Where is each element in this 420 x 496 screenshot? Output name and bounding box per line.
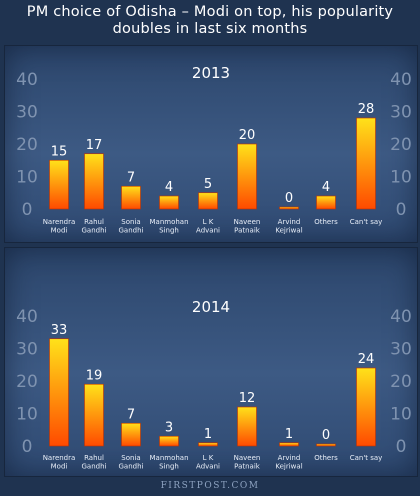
category-label-2013-4: L K Advani (196, 218, 220, 235)
bar-2013-2 (121, 185, 141, 210)
bar-2013-0 (49, 159, 69, 210)
bar-2013-7 (316, 195, 336, 210)
bar-2014-2 (121, 422, 141, 447)
value-label-2014-0: 33 (51, 323, 68, 338)
y-tick-label-left-2014-3: 30 (16, 340, 38, 360)
y-tick-label-right-2014-3: 30 (390, 340, 412, 360)
page-title-line-1: PM choice of Odisha – Modi on top, his p… (26, 4, 394, 20)
chart-title-2013: 2013 (191, 64, 231, 82)
y-tick-label-left-2013-0: 0 (22, 200, 33, 220)
y-tick-label-right-2014-4: 40 (390, 307, 412, 327)
category-label-2013-0: Narendra Modi (43, 218, 76, 235)
y-tick-label-right-2014-1: 10 (390, 405, 412, 425)
y-tick-label-left-2013-1: 10 (16, 168, 38, 188)
value-label-2013-6: 0 (285, 191, 293, 206)
bar-2013-1 (84, 153, 104, 210)
value-label-2014-2: 7 (127, 407, 135, 422)
bar-2013-4 (198, 192, 218, 210)
category-label-2014-6: Arvind Kejriwal (275, 454, 302, 471)
bar-2014-6 (279, 442, 299, 447)
chart-title-2014: 2014 (191, 298, 231, 316)
category-label-2014-5: Naveen Patnaik (234, 454, 261, 471)
category-label-2014-1: Rahul Gandhi (82, 454, 107, 471)
y-tick-label-left-2013-3: 30 (16, 103, 38, 123)
category-label-2014-3: Manmohan Singh (149, 454, 188, 471)
bar-2013-6 (279, 206, 299, 210)
footer-credit: FIRSTPOST.COM (160, 481, 260, 491)
value-label-2013-1: 17 (86, 138, 103, 153)
value-label-2013-3: 4 (165, 180, 173, 195)
y-tick-label-right-2013-1: 10 (390, 168, 412, 188)
page-title: PM choice of Odisha – Modi on top, his p… (0, 4, 420, 38)
y-tick-label-right-2013-0: 0 (396, 200, 407, 220)
value-label-2013-7: 4 (322, 180, 330, 195)
y-tick-label-right-2014-2: 20 (390, 372, 412, 392)
bar-2014-8 (356, 367, 376, 447)
chart-panel-2014: 2014 0 0 10 10 20 20 30 30 40 40 33 Narendra Modi 19 R… (4, 247, 418, 477)
value-label-2014-6: 1 (285, 427, 293, 442)
category-label-2013-8: Can't say (350, 218, 383, 226)
bar-2013-3 (159, 195, 179, 210)
y-tick-label-left-2014-1: 10 (16, 405, 38, 425)
value-label-2014-8: 24 (358, 352, 375, 367)
value-label-2013-5: 20 (239, 128, 256, 143)
category-label-2014-8: Can't say (350, 454, 383, 462)
bar-2014-7 (316, 443, 336, 447)
category-label-2013-5: Naveen Patnaik (234, 218, 261, 235)
value-label-2013-4: 5 (204, 177, 212, 192)
category-label-2013-3: Manmohan Singh (149, 218, 188, 235)
bar-2014-3 (159, 435, 179, 447)
bar-2013-5 (237, 143, 257, 210)
category-label-2013-7: Others (314, 218, 338, 226)
bar-2014-4 (198, 442, 218, 447)
value-label-2013-2: 7 (127, 170, 135, 185)
category-label-2014-0: Narendra Modi (43, 454, 76, 471)
category-label-2014-7: Others (314, 454, 338, 462)
category-label-2013-2: Sonia Gandhi (119, 218, 144, 235)
bar-2013-8 (356, 117, 376, 210)
value-label-2013-8: 28 (358, 102, 375, 117)
y-tick-label-right-2013-3: 30 (390, 103, 412, 123)
y-tick-label-right-2014-0: 0 (396, 437, 407, 457)
value-label-2014-1: 19 (86, 368, 103, 383)
chart-panel-2013: 2013 0 0 10 10 20 20 30 30 40 40 15 Narendra Modi 17 R… (4, 45, 418, 243)
y-tick-label-right-2013-2: 20 (390, 135, 412, 155)
category-label-2014-2: Sonia Gandhi (119, 454, 144, 471)
category-label-2013-1: Rahul Gandhi (82, 218, 107, 235)
value-label-2014-4: 1 (204, 427, 212, 442)
category-label-2013-6: Arvind Kejriwal (275, 218, 302, 235)
bar-2014-5 (237, 406, 257, 447)
value-label-2014-7: 0 (322, 428, 330, 443)
category-label-2014-4: L K Advani (196, 454, 220, 471)
bar-2014-1 (84, 383, 104, 447)
y-tick-label-left-2013-2: 20 (16, 135, 38, 155)
page-title-line-2: doubles in last six months (112, 21, 308, 37)
value-label-2013-0: 15 (51, 144, 68, 159)
value-label-2014-5: 12 (239, 391, 256, 406)
value-label-2014-3: 3 (165, 420, 173, 435)
y-tick-label-left-2014-0: 0 (22, 437, 33, 457)
bar-2014-0 (49, 338, 69, 447)
y-tick-label-left-2014-4: 40 (16, 307, 38, 327)
y-tick-label-left-2014-2: 20 (16, 372, 38, 392)
y-tick-label-left-2013-4: 40 (16, 70, 38, 90)
y-tick-label-right-2013-4: 40 (390, 70, 412, 90)
